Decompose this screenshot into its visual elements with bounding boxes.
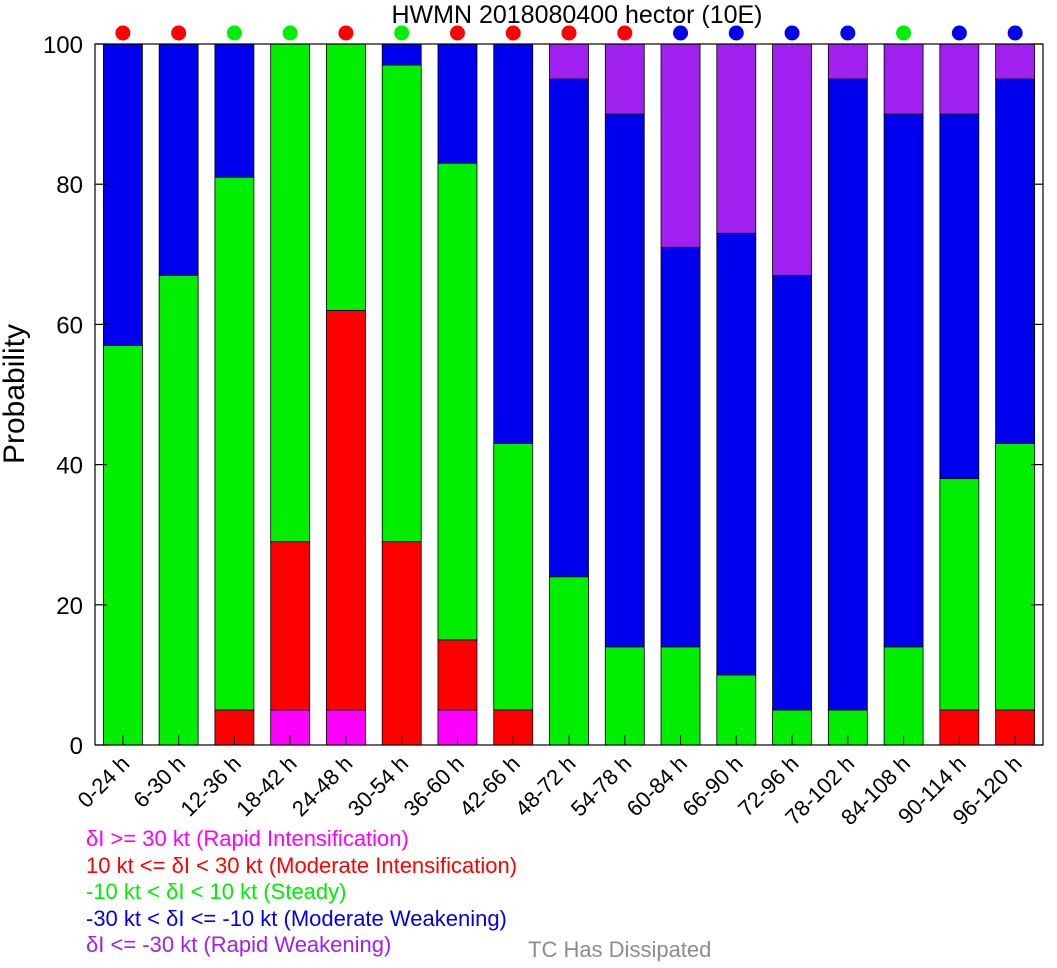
- bar-segment: [549, 78, 589, 578]
- bar-segment: [493, 43, 534, 444]
- indicator-dot: [673, 25, 689, 41]
- indicator-dot: [171, 25, 187, 41]
- bar-segment: [604, 646, 645, 746]
- bar-segment: [883, 646, 924, 746]
- bar-segment: [772, 274, 812, 711]
- indicator-dot: [617, 25, 633, 41]
- legend-entry: δI >= 30 kt (Rapid Intensification): [86, 826, 409, 851]
- bar-segment: [437, 43, 478, 164]
- bar-segment: [381, 64, 422, 543]
- bar-segment: [995, 78, 1036, 444]
- bar-segment: [716, 43, 757, 234]
- legend: δI >= 30 kt (Rapid Intensification) 10 kt…: [86, 826, 517, 959]
- bar-segment: [549, 576, 589, 746]
- y-tick-label: 60: [56, 312, 83, 339]
- indicator-dot: [728, 25, 744, 41]
- indicator-dot: [840, 25, 856, 41]
- bar-segment: [158, 43, 199, 276]
- y-axis-label: Probability: [0, 324, 31, 464]
- bar-segment: [102, 43, 143, 346]
- bar-segment: [214, 43, 255, 178]
- indicator-dot: [505, 25, 521, 41]
- y-tick-label: 80: [56, 172, 83, 199]
- bar-segment: [381, 541, 422, 746]
- legend-entry: δI <= -30 kt (Rapid Weakening): [86, 932, 392, 957]
- bar-segment: [604, 113, 645, 648]
- bar-segment: [102, 345, 143, 746]
- x-tick-label: 60-84 h: [622, 751, 692, 821]
- bar-segment: [437, 639, 478, 711]
- plot-frame: [94, 43, 1044, 746]
- indicator-dot: [282, 25, 298, 41]
- bar-segment: [827, 43, 868, 80]
- indicator-dot: [338, 25, 354, 41]
- x-tick-label: 54-78 h: [566, 751, 636, 821]
- bar-segment: [883, 113, 924, 648]
- x-tick-label: 66-90 h: [677, 751, 747, 821]
- y-tick-label: 100: [43, 32, 83, 59]
- legend-entry: -30 kt < δI <= -10 kt (Moderate Weakenin…: [86, 905, 507, 931]
- indicator-dot: [561, 25, 577, 41]
- chart-title: HWMN 2018080400 hector (10E): [391, 1, 762, 29]
- x-tick-label: 0-24 h: [73, 751, 135, 813]
- indicator-dot: [115, 25, 131, 41]
- bar-segment: [827, 78, 868, 711]
- bar-segment: [158, 274, 199, 746]
- bar-segment: [883, 43, 924, 115]
- x-tick-label: 36-60 h: [399, 751, 469, 821]
- x-tick-label: 42-66 h: [454, 751, 524, 821]
- indicator-dot: [394, 25, 410, 41]
- y-tick-label: 20: [56, 593, 83, 620]
- bar-segment: [437, 162, 478, 641]
- indicator-dot: [226, 25, 242, 41]
- x-tick-label: 30-54 h: [343, 751, 413, 821]
- x-tick-label: 48-72 h: [510, 751, 580, 821]
- bar-segment: [660, 646, 701, 746]
- y-tick-label: 0: [70, 733, 83, 760]
- bar-segment: [214, 176, 255, 711]
- bar-segment: [381, 43, 422, 66]
- bar-segment: [716, 232, 757, 676]
- bar-segment: [716, 674, 757, 746]
- bar-segment: [549, 43, 589, 80]
- bar-segment: [270, 541, 311, 711]
- bar-segment: [493, 443, 534, 711]
- bar-segment: [660, 246, 701, 648]
- x-tick-label: 18-42 h: [231, 751, 301, 821]
- y-tick-label: 40: [56, 453, 83, 480]
- indicator-dot: [449, 25, 465, 41]
- dissipated-note: TC Has Dissipated: [528, 937, 712, 962]
- bars-group: [102, 43, 1036, 746]
- indicator-dot: [1007, 25, 1023, 41]
- bar-segment: [772, 43, 812, 276]
- bar-segment: [326, 43, 366, 311]
- bar-segment: [995, 43, 1036, 80]
- bar-segment: [939, 113, 980, 480]
- bar-segment: [604, 43, 645, 115]
- legend-entry: 10 kt <= δI < 30 kt (Moderate Intensific…: [86, 852, 518, 878]
- bar-segment: [660, 43, 701, 248]
- bar-segment: [995, 443, 1036, 711]
- x-tick-label: 24-48 h: [287, 751, 357, 821]
- bar-segment: [939, 478, 980, 711]
- x-tick-label: 12-36 h: [176, 751, 246, 821]
- bar-segment: [939, 43, 980, 115]
- indicator-dot: [896, 25, 912, 41]
- bar-segment: [326, 309, 366, 711]
- indicator-dot: [951, 25, 967, 41]
- indicator-dots-group: [115, 25, 1023, 41]
- legend-entry: -10 kt < δI < 10 kt (Steady): [86, 879, 347, 904]
- indicator-dot: [784, 25, 800, 41]
- bar-segment: [270, 43, 311, 543]
